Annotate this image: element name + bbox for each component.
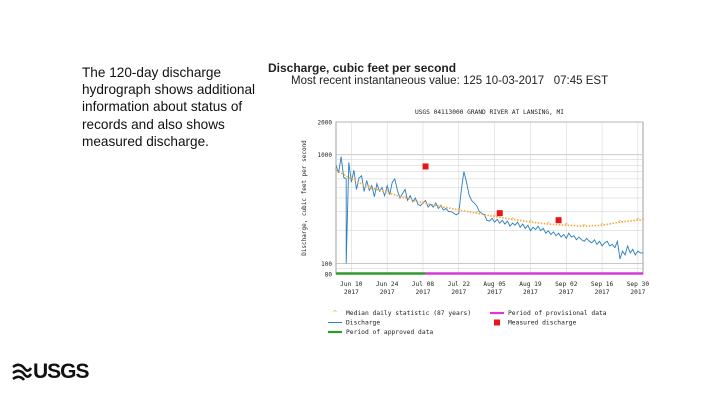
legend-measured-icon [494, 319, 500, 326]
median-point: ^ [529, 220, 533, 227]
median-point: ^ [547, 222, 551, 229]
y-tick-label: 1000 [318, 152, 333, 159]
chart-title: Discharge, cubic feet per second [268, 61, 457, 75]
legend-item-provisional: Period of provisional data [490, 310, 607, 317]
legend-median-label: Median daily statistic (87 years) [346, 310, 471, 317]
legend-item-median: ^ Median daily statistic (87 years) [333, 310, 471, 318]
median-point: ^ [493, 214, 497, 221]
legend-discharge-label: Discharge [346, 320, 380, 327]
x-tick-year-label: 2017 [630, 289, 645, 296]
median-point: ^ [582, 224, 586, 231]
legend-provisional-label: Period of provisional data [508, 310, 607, 317]
median-point: ^ [385, 190, 389, 197]
median-point: ^ [403, 196, 407, 203]
median-point: ^ [511, 217, 515, 224]
y-tick-label: 100 [321, 261, 332, 268]
x-tick-label: Sep 30 [627, 281, 650, 288]
median-point: ^ [636, 218, 640, 225]
median-point: ^ [457, 208, 461, 215]
y-axis-label: Discharge, cubic feet per second [301, 140, 308, 256]
x-tick-year-label: 2017 [595, 289, 610, 296]
x-tick-year-label: 2017 [416, 289, 431, 296]
x-tick-label: Jul 22 [448, 281, 471, 288]
measured-point [496, 210, 503, 217]
hydrograph-chart: USGS 04113000 GRAND RIVER AT LANSING, MI… [301, 109, 650, 336]
measured-point [422, 163, 429, 170]
x-tick-label: Jun 10 [340, 281, 363, 288]
y-tick-label: 80 [325, 272, 333, 279]
x-tick-label: Jun 24 [376, 281, 399, 288]
plot-title: USGS 04113000 GRAND RIVER AT LANSING, MI [415, 109, 564, 116]
median-point: ^ [475, 211, 479, 218]
median-point: ^ [350, 176, 354, 183]
x-tick-year-label: 2017 [344, 289, 359, 296]
measured-point [555, 217, 562, 224]
legend-median-icon: ^ [333, 310, 337, 318]
legend-item-measured: Measured discharge [494, 319, 576, 327]
x-tick-label: Sep 16 [591, 281, 614, 288]
x-tick-year-label: 2017 [487, 289, 502, 296]
x-tick-label: Aug 05 [483, 281, 506, 288]
median-point: ^ [334, 168, 338, 175]
x-tick-year-label: 2017 [451, 289, 466, 296]
legend-approved-label: Period of approved data [346, 329, 433, 336]
legend-measured-label: Measured discharge [508, 320, 576, 327]
median-point: ^ [600, 223, 604, 230]
slide-caption: The 120-day discharge hydrograph shows a… [82, 65, 256, 149]
median-point: ^ [564, 223, 568, 230]
x-tick-label: Aug 19 [519, 281, 542, 288]
x-tick-year-label: 2017 [380, 289, 395, 296]
median-point: ^ [367, 185, 371, 192]
y-tick-label: 2000 [318, 120, 333, 127]
median-point: ^ [618, 220, 622, 227]
x-tick-label: Sep 02 [555, 281, 578, 288]
median-point: ^ [439, 204, 443, 211]
usgs-wave-icon [12, 363, 32, 381]
chart-subtitle: Most recent instantaneous value: 125 10-… [291, 75, 609, 87]
median-line [335, 169, 643, 228]
legend-item-discharge: Discharge [328, 320, 380, 327]
x-tick-year-label: 2017 [559, 289, 574, 296]
x-tick-label: Jul 08 [412, 281, 435, 288]
discharge-line [335, 156, 643, 264]
usgs-logo: USGS [12, 360, 90, 384]
usgs-logo-text: USGS [33, 360, 90, 383]
median-point: ^ [641, 218, 645, 225]
median-point: ^ [421, 200, 425, 207]
legend-item-approved: Period of approved data [328, 329, 433, 336]
x-tick-year-label: 2017 [523, 289, 538, 296]
